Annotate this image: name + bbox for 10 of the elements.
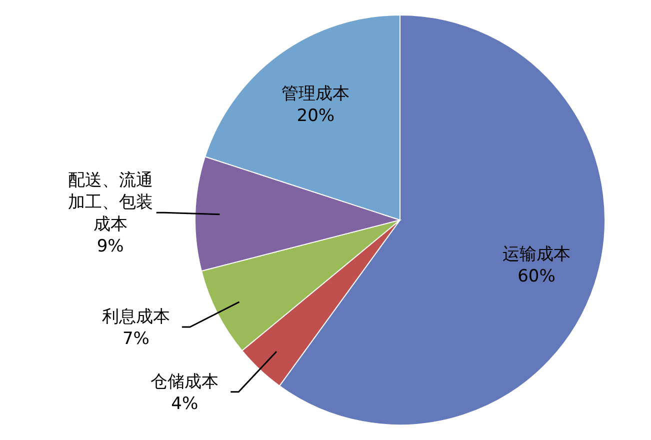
- data-label: 4%: [171, 394, 198, 414]
- slice-label: 运输成本: [502, 244, 570, 264]
- slice-label: 利息成本: [102, 307, 170, 328]
- data-label: 20%: [296, 106, 335, 126]
- data-label: 9%: [96, 236, 124, 257]
- slice-label: 仓储成本: [150, 372, 219, 392]
- data-label: 60%: [518, 266, 556, 286]
- slice-label: 配送、流通加工、包装成本: [68, 170, 153, 235]
- data-label: 7%: [122, 329, 150, 350]
- slice-label: 管理成本: [282, 84, 350, 104]
